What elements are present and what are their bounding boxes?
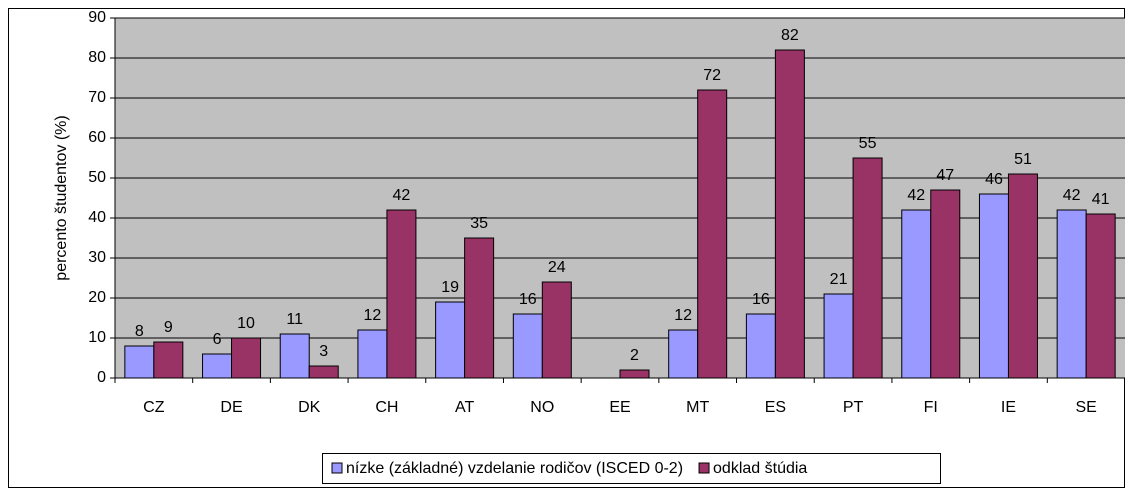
value-label: 16	[519, 291, 537, 308]
x-tick-label: PT	[843, 399, 864, 416]
x-tick-label: MT	[686, 399, 709, 416]
y-tick-label: 10	[88, 329, 106, 346]
legend-swatch	[331, 462, 343, 474]
x-tick-label: IE	[1001, 399, 1016, 416]
bar	[279, 333, 310, 379]
value-label: 16	[752, 291, 770, 308]
bar	[619, 369, 650, 379]
x-tick-label: NO	[530, 399, 554, 416]
bar	[668, 329, 699, 379]
value-label: 46	[985, 171, 1003, 188]
value-label: 82	[781, 27, 799, 44]
bar	[930, 189, 961, 379]
bar	[1056, 209, 1087, 379]
bar	[202, 353, 233, 379]
bar	[1085, 213, 1116, 379]
value-label: 24	[548, 259, 566, 276]
value-label: 2	[630, 347, 639, 364]
value-label: 12	[674, 307, 692, 324]
bar	[1007, 173, 1038, 379]
value-label: 3	[319, 343, 328, 360]
value-label: 72	[703, 67, 721, 84]
bar	[464, 237, 495, 379]
x-tick-label: EE	[609, 399, 630, 416]
value-label: 6	[213, 331, 222, 348]
value-label: 55	[859, 135, 877, 152]
y-tick-label: 40	[88, 209, 106, 226]
y-tick-label: 80	[88, 49, 106, 66]
x-tick-label: FI	[924, 399, 938, 416]
value-label: 12	[364, 307, 382, 324]
legend	[322, 453, 941, 484]
value-label: 11	[286, 311, 303, 328]
value-label: 8	[135, 323, 144, 340]
x-tick-label: DE	[220, 399, 242, 416]
bar	[124, 345, 155, 379]
bar	[901, 209, 932, 379]
bar	[541, 281, 572, 379]
value-label: 42	[393, 187, 411, 204]
x-tick-label: CZ	[143, 399, 165, 416]
y-tick-label: 0	[97, 369, 106, 386]
legend-label: nízke (základné) vzdelanie rodičov (ISCE…	[346, 460, 683, 477]
value-label: 41	[1092, 191, 1110, 208]
value-label: 9	[164, 319, 173, 336]
x-tick-label: AT	[455, 399, 474, 416]
bar	[512, 313, 543, 379]
bar	[697, 89, 728, 379]
x-tick-label: ES	[765, 399, 786, 416]
y-tick-label: 20	[88, 289, 106, 306]
y-tick-label: 90	[88, 9, 106, 26]
value-label: 42	[907, 187, 925, 204]
value-label: 10	[237, 315, 255, 332]
bar	[357, 329, 388, 379]
legend-label: odklad štúdia	[713, 460, 807, 477]
x-tick-label: SE	[1075, 399, 1096, 416]
value-label: 35	[470, 215, 488, 232]
x-tick-label: CH	[375, 399, 398, 416]
x-tick-label: DK	[298, 399, 321, 416]
bar	[978, 193, 1009, 379]
value-label: 42	[1063, 187, 1081, 204]
value-label: 47	[936, 167, 954, 184]
value-label: 19	[441, 279, 459, 296]
y-tick-label: 60	[88, 129, 106, 146]
bar	[774, 49, 805, 379]
bar	[386, 209, 417, 379]
bar	[153, 341, 184, 379]
bar	[823, 293, 854, 379]
y-tick-label: 50	[88, 169, 106, 186]
y-tick-label: 70	[88, 89, 106, 106]
bar	[852, 157, 883, 379]
bar	[308, 365, 339, 379]
legend-swatch	[698, 462, 710, 474]
y-tick-label: 30	[88, 249, 106, 266]
value-label: 51	[1014, 151, 1032, 168]
bar	[231, 337, 262, 379]
plot-area	[115, 18, 1125, 378]
value-label: 21	[830, 271, 848, 288]
y-axis-label: percento študentov (%)	[53, 115, 70, 280]
bar	[435, 301, 466, 379]
bar	[745, 313, 776, 379]
